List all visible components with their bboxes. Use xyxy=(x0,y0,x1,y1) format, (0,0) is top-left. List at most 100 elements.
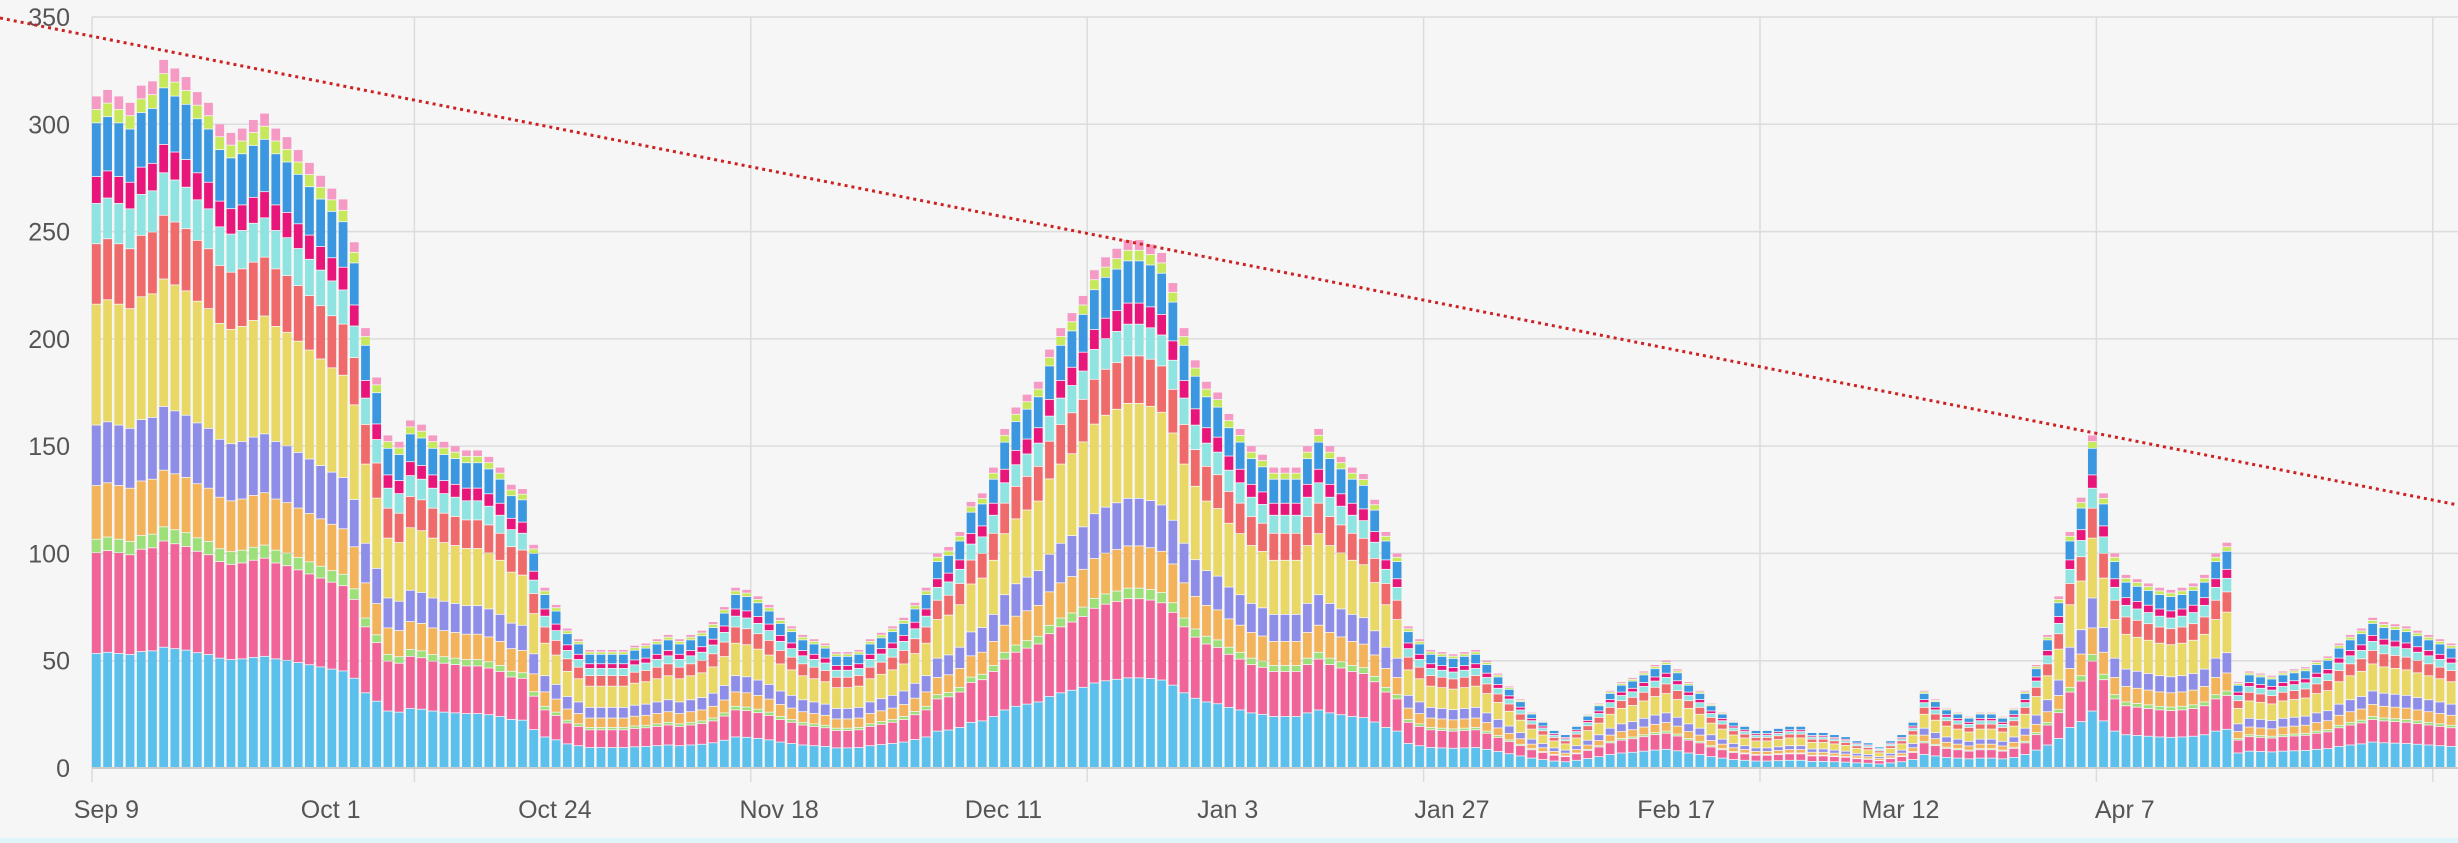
bar-segment xyxy=(1101,605,1110,681)
stacked-bar xyxy=(630,646,639,768)
bar-segment xyxy=(372,377,381,384)
stacked-bar xyxy=(1718,712,1727,767)
stacked-bar xyxy=(1045,350,1054,768)
bar-segment xyxy=(1987,721,1996,724)
bar-segment xyxy=(597,655,606,664)
bar-segment xyxy=(933,695,942,698)
bar-segment xyxy=(2436,668,2445,679)
bar-segment xyxy=(1909,723,1918,726)
bar-segment xyxy=(2368,651,2377,664)
x-tick-label: Feb 17 xyxy=(1637,796,1715,824)
bar-segment xyxy=(1830,762,1839,767)
bar-segment xyxy=(1236,710,1245,767)
bar-segment xyxy=(787,643,796,648)
bar-segment xyxy=(2391,630,2400,641)
bar-segment xyxy=(1045,626,1054,634)
x-tick-label: Dec 11 xyxy=(965,796,1042,824)
bar-segment xyxy=(327,189,336,200)
bar-segment xyxy=(227,146,236,158)
bar-segment xyxy=(1606,743,1615,754)
bar-segment xyxy=(159,88,168,144)
bar-segment xyxy=(2368,720,2377,742)
bar-segment xyxy=(2256,728,2265,735)
bar-segment xyxy=(305,350,314,458)
bar-segment xyxy=(126,555,135,654)
bar-segment xyxy=(1639,675,1648,682)
bar-segment xyxy=(1527,745,1536,749)
bar-segment xyxy=(2256,675,2265,676)
bar-segment xyxy=(2099,675,2108,680)
x-tick-label: Mar 12 xyxy=(1862,796,1940,824)
bar-segment xyxy=(821,726,830,728)
bar-segment xyxy=(1830,738,1839,739)
bar-segment xyxy=(1438,729,1447,731)
bar-segment xyxy=(967,656,976,676)
bar-segment xyxy=(1695,694,1704,699)
bar-segment xyxy=(1034,644,1043,701)
bar-segment xyxy=(978,537,987,553)
bar-segment xyxy=(2021,694,2030,699)
bar-segment xyxy=(1146,328,1155,359)
stacked-bar xyxy=(1281,468,1290,768)
bar-segment xyxy=(159,279,168,406)
bar-segment xyxy=(1011,653,1020,706)
bar-segment xyxy=(922,692,931,706)
bar-segment xyxy=(406,528,415,590)
bar-segment xyxy=(2178,609,2187,615)
bar-segment xyxy=(1281,666,1290,671)
bar-segment xyxy=(2122,598,2131,605)
bar-segment xyxy=(1124,261,1133,302)
bar-segment xyxy=(922,617,931,627)
bar-segment xyxy=(1101,416,1110,507)
bar-segment xyxy=(305,187,314,235)
stacked-bar xyxy=(1471,650,1480,767)
bar-segment xyxy=(283,554,292,566)
bar-segment xyxy=(1168,564,1177,602)
bar-segment xyxy=(1471,655,1480,664)
bar-segment xyxy=(922,595,931,609)
bar-segment xyxy=(1023,402,1032,409)
bar-segment xyxy=(2447,658,2456,662)
bar-segment xyxy=(2200,735,2209,767)
bar-segment xyxy=(1359,674,1368,717)
bar-segment xyxy=(2223,543,2232,547)
bar-segment xyxy=(742,711,751,737)
bar-segment xyxy=(2032,725,2041,732)
bar-segment xyxy=(2088,489,2097,508)
bar-segment xyxy=(1539,735,1548,743)
bar-segment xyxy=(2133,708,2142,736)
bar-segment xyxy=(1068,313,1077,321)
bar-segment xyxy=(1045,697,1054,767)
bar-segment xyxy=(2043,638,2052,640)
bar-segment xyxy=(675,714,684,723)
bar-segment xyxy=(787,709,796,720)
bar-segment xyxy=(1819,733,1828,735)
bar-segment xyxy=(440,481,449,493)
bar-segment xyxy=(1034,428,1043,443)
bar-segment xyxy=(451,665,460,712)
bar-segment xyxy=(148,651,157,767)
bar-segment xyxy=(877,722,886,724)
bar-segment xyxy=(619,687,628,707)
bar-segment xyxy=(1202,644,1211,701)
bar-segment xyxy=(1090,599,1099,608)
bar-segment xyxy=(1864,743,1873,744)
bar-segment xyxy=(2077,530,2086,540)
stacked-bar xyxy=(384,435,393,767)
bar-segment xyxy=(1404,629,1413,631)
bar-segment xyxy=(1909,731,1918,734)
bar-segment xyxy=(2447,728,2456,746)
bar-segment xyxy=(2436,642,2445,644)
bar-segment xyxy=(507,649,516,671)
bar-segment xyxy=(2211,620,2220,658)
stacked-bar xyxy=(395,442,404,767)
bar-segment xyxy=(126,116,135,129)
bar-segment xyxy=(664,723,673,725)
bar-segment xyxy=(372,424,381,439)
bar-segment xyxy=(810,668,819,679)
stacked-bar xyxy=(159,60,168,767)
bar-segment xyxy=(507,485,516,490)
bar-segment xyxy=(2402,632,2411,643)
bar-segment xyxy=(675,746,684,767)
bar-segment xyxy=(440,494,449,513)
